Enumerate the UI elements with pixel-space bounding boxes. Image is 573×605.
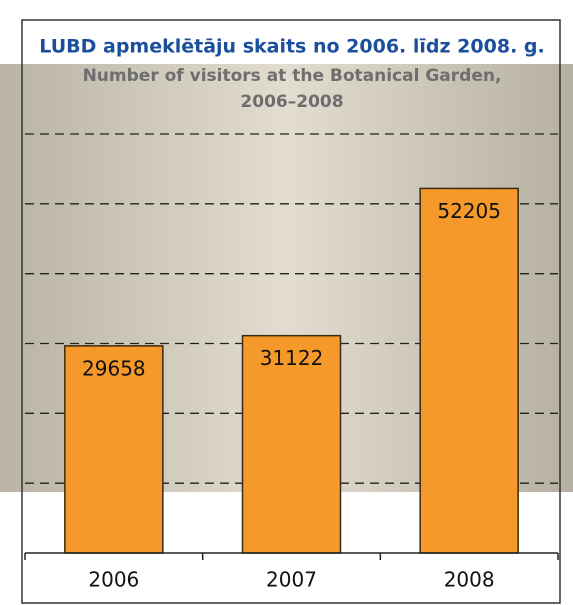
x-tick-label: 2008 <box>444 568 495 592</box>
value-label: 31122 <box>260 346 324 370</box>
bar <box>419 187 519 554</box>
chart-subtitle: Number of visitors at the Botanical Gard… <box>83 66 502 86</box>
bar <box>241 334 342 554</box>
bar <box>64 345 164 554</box>
chart-subtitle: 2006–2008 <box>240 92 343 112</box>
value-label: 29658 <box>82 356 146 380</box>
value-label: 52205 <box>437 199 501 223</box>
frame <box>21 19 561 604</box>
chart-title: LUBD apmeklētāju skaits no 2006. līdz 20… <box>39 36 544 58</box>
x-tick-label: 2007 <box>266 568 317 592</box>
x-tick-label: 2006 <box>88 568 139 592</box>
